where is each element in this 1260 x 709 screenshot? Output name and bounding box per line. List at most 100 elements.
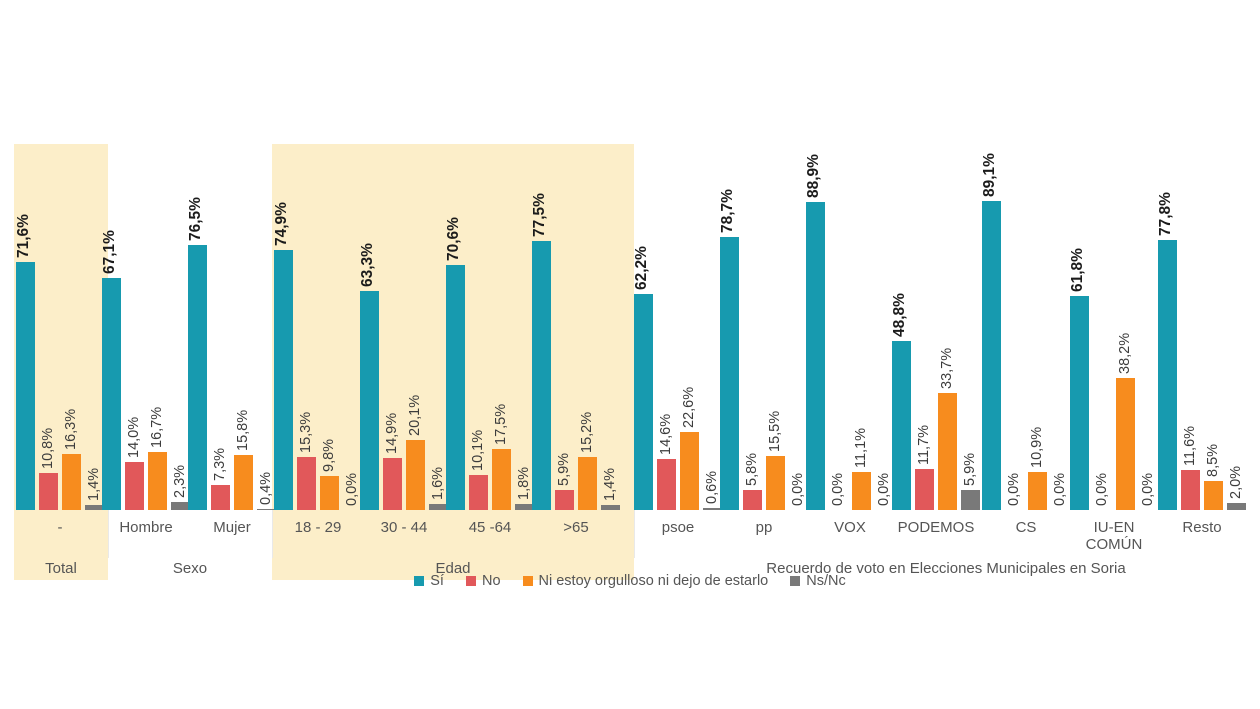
plot-area: 71,6% 10,8% 16,3% 1,4% 67,1% 14,0% 16,7% 2,3% 76… (0, 140, 1260, 510)
bar-si[interactable] (1158, 240, 1177, 510)
bar-neutral[interactable] (148, 452, 167, 510)
bar-group: 77,8% 11,6% 8,5% 2,0% (1157, 140, 1246, 510)
bar-value-label: 78,7% (719, 189, 736, 234)
bar-value-label: 14,0% (126, 416, 142, 458)
bar-no[interactable] (469, 475, 488, 510)
bar-si[interactable] (102, 277, 121, 510)
category-label: VOX (834, 519, 866, 536)
bar-value-label: 0,0% (1094, 472, 1110, 506)
bar-no[interactable] (555, 489, 574, 510)
bar-value-label: 15,5% (767, 411, 783, 453)
bar-neutral[interactable] (1116, 377, 1135, 510)
legend-label-neutral: Ni estoy orgulloso ni dejo de estarlo (538, 573, 769, 589)
bar-si[interactable] (720, 237, 739, 510)
bar-nsnc[interactable] (171, 502, 190, 510)
bar-neutral[interactable] (1028, 472, 1047, 510)
bar-si[interactable] (892, 340, 911, 510)
bar-value-label: 88,9% (805, 154, 822, 198)
bar-si[interactable] (188, 244, 207, 510)
bar-no[interactable] (297, 457, 316, 510)
category-label: psoe (661, 519, 695, 536)
bar-value-label: 8,5% (1205, 443, 1221, 477)
category-label: 30 - 44 (380, 519, 428, 536)
bar-si[interactable] (1070, 295, 1089, 510)
bar-group: 77,5% 5,9% 15,2% 1,4% (531, 140, 620, 510)
bar-value-label: 11,1% (853, 427, 869, 468)
legend-swatch-no (465, 576, 476, 586)
bar-value-label: 76,5% (187, 196, 204, 241)
bar-value-label: 33,7% (939, 348, 955, 390)
bar-neutral[interactable] (852, 471, 871, 510)
bar-value-label: 63,3% (359, 242, 376, 287)
bar-group: 71,6% 10,8% 16,3% 1,4% (15, 140, 104, 510)
bar-si[interactable] (360, 290, 379, 510)
bar-value-label: 14,6% (658, 414, 674, 456)
bar-neutral[interactable] (578, 457, 597, 510)
bar-value-label: 77,5% (531, 193, 548, 238)
bar-nsnc[interactable] (257, 508, 276, 510)
bar-value-label: 0,0% (790, 472, 806, 506)
category-label: Mujer (213, 519, 251, 536)
legend-item-neutral[interactable]: Ni estoy orgulloso ni dejo de estarlo (522, 573, 769, 589)
bar-si[interactable] (982, 201, 1001, 510)
bar-si[interactable] (446, 265, 465, 510)
bar-si[interactable] (634, 294, 653, 510)
bar-value-label: 1,4% (86, 468, 102, 502)
bar-neutral[interactable] (320, 476, 339, 510)
bar-value-label: 0,0% (344, 472, 360, 506)
bar-neutral[interactable] (406, 440, 425, 510)
bar-no[interactable] (1181, 469, 1200, 510)
bar-group: 74,9% 15,3% 9,8% 0,0% (273, 140, 362, 510)
bar-neutral[interactable] (680, 431, 699, 510)
bar-nsnc[interactable] (515, 503, 534, 510)
bar-no[interactable] (657, 459, 676, 510)
bar-no[interactable] (915, 469, 934, 510)
bar-no[interactable] (39, 472, 58, 510)
bar-si[interactable] (274, 250, 293, 510)
bar-neutral[interactable] (1204, 480, 1223, 510)
bar-group: 76,5% 7,3% 15,8% 0,4% (187, 140, 276, 510)
bar-no[interactable] (743, 489, 762, 510)
bar-value-label: 5,9% (556, 452, 572, 486)
bar-neutral[interactable] (234, 455, 253, 510)
legend-item-no[interactable]: No (465, 573, 501, 589)
bar-no[interactable] (211, 484, 230, 510)
bar-value-label: 5,8% (744, 452, 760, 486)
category-label: - (57, 519, 63, 536)
bar-value-label: 7,3% (212, 447, 228, 481)
bar-value-label: 10,8% (40, 427, 56, 469)
group-axis: Total Sexo Edad Recuerdo de voto en Eleccio… (0, 556, 1260, 584)
highlight-band-edad-axis (272, 510, 634, 580)
bar-value-label: 14,9% (384, 413, 400, 455)
legend-item-nsnc[interactable]: Ns/Nc (790, 573, 846, 589)
bar-no[interactable] (125, 461, 144, 510)
bar-nsnc[interactable] (1227, 503, 1246, 510)
bar-value-label: 0,0% (1140, 472, 1156, 506)
bar-neutral[interactable] (62, 453, 81, 510)
bar-neutral[interactable] (492, 449, 511, 510)
legend-swatch-neutral (522, 576, 533, 586)
bar-value-label: 1,6% (430, 467, 446, 501)
bar-si[interactable] (806, 201, 825, 510)
bar-value-label: 62,2% (633, 246, 650, 291)
bar-nsnc[interactable] (703, 507, 722, 510)
bar-no[interactable] (383, 458, 402, 510)
bar-value-label: 17,5% (493, 404, 509, 446)
bar-si[interactable] (16, 261, 35, 510)
bar-value-label: 71,6% (15, 213, 32, 258)
category-label: >65 (563, 519, 589, 536)
legend-item-si[interactable]: Sí (414, 573, 444, 589)
category-label: IU-EN COMÚN (1085, 519, 1143, 553)
bar-value-label: 10,9% (1029, 427, 1045, 469)
bar-nsnc[interactable] (429, 504, 448, 510)
bar-value-label: 0,0% (1052, 472, 1068, 506)
axis-separator (108, 510, 109, 558)
bar-neutral[interactable] (766, 456, 785, 510)
bar-nsnc[interactable] (85, 505, 104, 510)
category-label: Resto (1182, 519, 1222, 536)
bar-si[interactable] (532, 241, 551, 510)
bar-nsnc[interactable] (961, 489, 980, 510)
bar-nsnc[interactable] (601, 505, 620, 510)
bar-group: 88,9% 0,0% 11,1% 0,0% (805, 140, 894, 510)
bar-neutral[interactable] (938, 393, 957, 510)
